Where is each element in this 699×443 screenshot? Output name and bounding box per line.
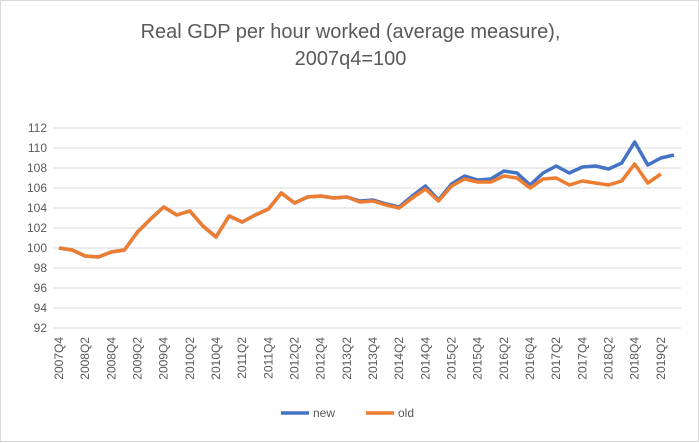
y-tick-label: 100 (27, 241, 47, 255)
x-tick-label: 2014Q4 (418, 337, 432, 380)
y-tick-label: 102 (27, 221, 47, 235)
x-tick-label: 2009Q4 (157, 337, 171, 380)
x-tick-label: 2008Q4 (104, 337, 118, 380)
y-tick-label: 110 (28, 141, 47, 155)
x-tick-label: 2019Q2 (654, 337, 668, 380)
x-tick-label: 2018Q2 (602, 337, 616, 380)
y-tick-label: 112 (28, 121, 47, 135)
x-tick-label: 2013Q2 (340, 337, 354, 380)
x-tick-label: 2011Q2 (235, 337, 249, 379)
x-tick-label: 2014Q2 (392, 337, 406, 380)
x-tick-label: 2010Q2 (183, 337, 197, 380)
series-line-new (59, 142, 674, 257)
y-tick-label: 98 (34, 261, 48, 275)
x-tick-label: 2009Q2 (131, 337, 145, 380)
legend-label-old: old (398, 406, 414, 420)
x-tick-label: 2015Q2 (445, 337, 459, 380)
x-tick-label: 2007Q4 (52, 337, 66, 380)
y-tick-label: 92 (34, 321, 48, 335)
x-tick-label: 2011Q4 (261, 337, 275, 379)
x-tick-label: 2017Q4 (575, 337, 589, 380)
x-tick-label: 2012Q2 (288, 337, 302, 380)
legend-label-new: new (313, 406, 335, 420)
x-tick-label: 2013Q4 (366, 337, 380, 380)
y-tick-label: 106 (27, 181, 47, 195)
x-tick-label: 2018Q4 (628, 337, 642, 380)
x-tick-label: 2008Q2 (78, 337, 92, 380)
x-tick-label: 2016Q2 (497, 337, 511, 380)
x-tick-label: 2010Q4 (209, 337, 223, 380)
y-tick-label: 108 (27, 161, 47, 175)
y-tick-label: 94 (34, 301, 48, 315)
x-tick-label: 2017Q2 (549, 337, 563, 380)
y-tick-label: 96 (34, 281, 48, 295)
x-tick-label: 2015Q4 (471, 337, 485, 380)
series-line-old (59, 164, 661, 257)
x-tick-label: 2012Q4 (314, 337, 328, 380)
x-tick-label: 2016Q4 (523, 337, 537, 380)
y-tick-label: 104 (27, 201, 47, 215)
